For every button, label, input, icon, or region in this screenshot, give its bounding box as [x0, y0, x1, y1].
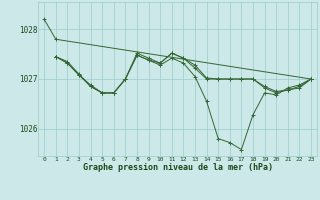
X-axis label: Graphe pression niveau de la mer (hPa): Graphe pression niveau de la mer (hPa)	[83, 163, 273, 172]
